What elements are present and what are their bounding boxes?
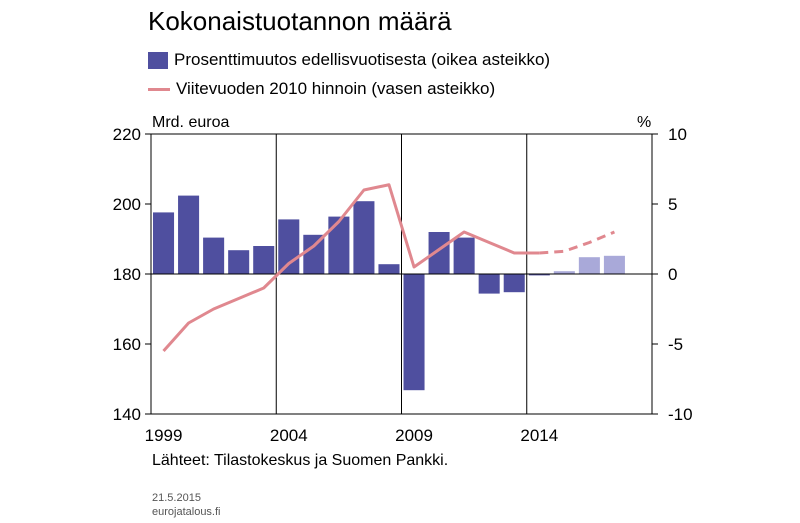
right-tick-label-0: 0 [668, 265, 677, 284]
left-axis-unit: Mrd. euroa [152, 114, 230, 131]
source-note: Lähteet: Tilastokeskus ja Suomen Pankki. [152, 452, 449, 469]
right-axis-unit: % [637, 114, 652, 131]
chart-title: Kokonaistuotannon määrä [148, 6, 452, 36]
publish-date: 21.5.2015 [152, 492, 201, 504]
bar-2015 [553, 271, 575, 274]
bar-2017 [603, 255, 625, 274]
x-tick-label-2014: 2014 [520, 426, 558, 445]
legend-bar-swatch [148, 51, 168, 69]
left-tick-label-200: 200 [113, 195, 141, 214]
bar-2005 [303, 234, 325, 274]
legend-item-line: Viitevuoden 2010 hinnoin (vasen asteikko… [148, 79, 495, 99]
bar-2013 [503, 274, 525, 293]
right-tick-label--5: -5 [668, 335, 683, 354]
bar-1999 [153, 212, 175, 274]
bar-2009 [403, 274, 425, 391]
left-tick-label-220: 220 [113, 125, 141, 144]
right-tick-label-5: 5 [668, 195, 677, 214]
line-series-forecast [539, 230, 616, 255]
bar-2004 [278, 219, 300, 274]
legend-line-swatch [148, 87, 170, 91]
bar-2003 [253, 246, 275, 274]
left-tick-label-180: 180 [113, 265, 141, 284]
bar-2008 [378, 264, 400, 274]
right-tick-label--10: -10 [668, 405, 693, 424]
bar-2007 [353, 201, 375, 274]
legend-bar-label: Prosenttimuutos edellisvuotisesta (oikea… [174, 50, 551, 69]
left-tick-label-140: 140 [113, 405, 141, 424]
bar-2006 [328, 216, 350, 274]
right-tick-label-10: 10 [668, 125, 687, 144]
bar-2014 [528, 274, 550, 276]
bar-2000 [178, 195, 200, 274]
bar-2012 [478, 274, 500, 294]
site-name: eurojatalous.fi [152, 506, 221, 518]
x-tick-label-2009: 2009 [395, 426, 433, 445]
x-tick-label-2004: 2004 [270, 426, 308, 445]
bar-2001 [203, 237, 225, 274]
legend-item-bars: Prosenttimuutos edellisvuotisesta (oikea… [148, 50, 550, 70]
left-tick-label-160: 160 [113, 335, 141, 354]
bar-2010 [428, 232, 450, 274]
x-tick-label-1999: 1999 [145, 426, 183, 445]
line-series-actual [162, 183, 540, 353]
bar-2011 [453, 237, 475, 274]
legend-line-label: Viitevuoden 2010 hinnoin (vasen asteikko… [176, 79, 496, 98]
bar-2002 [228, 250, 250, 274]
bar-2016 [578, 257, 600, 274]
